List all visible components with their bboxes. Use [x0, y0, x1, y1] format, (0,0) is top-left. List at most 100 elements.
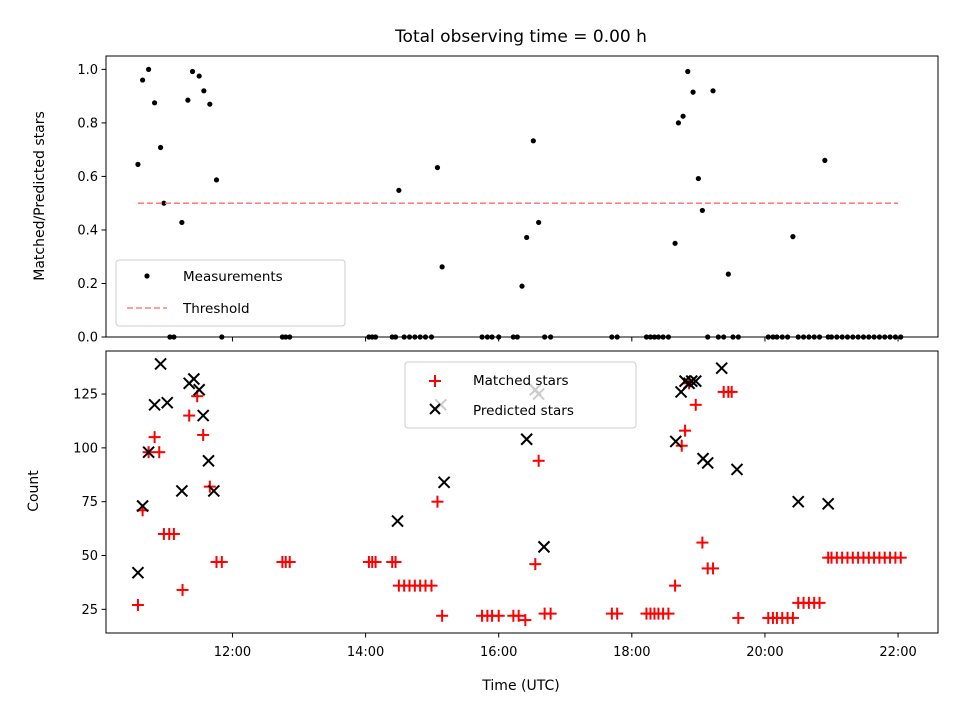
data-point	[725, 271, 731, 277]
data-point	[492, 609, 505, 622]
legend-box	[115, 259, 346, 327]
data-point	[189, 68, 196, 75]
data-point	[699, 207, 705, 214]
data-point	[710, 88, 716, 94]
data-point	[187, 372, 201, 386]
data-point	[185, 97, 191, 103]
data-point	[425, 579, 438, 592]
data-point	[196, 73, 202, 79]
data-point	[439, 264, 445, 270]
data-point	[161, 396, 174, 409]
y-axis-label-ratio: Matched/Predicted stars	[32, 111, 48, 281]
data-point	[730, 463, 744, 476]
data-point	[544, 607, 557, 620]
data-point	[136, 499, 149, 513]
data-point	[215, 555, 228, 568]
x-axis-label: Time (UTC)	[481, 678, 559, 694]
x-tick-label: 20:00	[746, 645, 783, 660]
data-point	[690, 89, 696, 95]
data-point	[148, 431, 161, 444]
data-point	[142, 445, 155, 459]
y-tick-label: 0.4	[77, 223, 98, 238]
data-point	[207, 101, 213, 107]
data-point	[201, 88, 207, 94]
data-point	[157, 144, 164, 151]
axes-frame	[105, 55, 939, 338]
data-point	[167, 527, 180, 540]
y-tick-label: 125	[73, 388, 98, 403]
data-point	[131, 599, 144, 612]
data-point	[154, 357, 167, 371]
data-point	[689, 374, 702, 388]
data-point	[213, 177, 220, 183]
data-point	[675, 439, 688, 452]
data-point	[529, 558, 542, 571]
legend-label-matched: Matched stars	[473, 373, 569, 389]
data-point	[437, 476, 451, 489]
data-point	[197, 428, 210, 441]
legend-label-threshold: Threshold	[182, 301, 250, 317]
data-point	[679, 424, 692, 437]
count-axes: 12:00 14:00 16:00 18:00 20:00 22:00 25 50 75 100 1…	[73, 350, 939, 660]
data-point	[520, 433, 533, 446]
y-tick-label: 0.0	[77, 331, 98, 346]
y-tick-label: 50	[81, 549, 98, 564]
data-point	[153, 446, 166, 459]
data-point	[786, 611, 799, 624]
data-point	[145, 66, 152, 72]
y-tick-label: 0.8	[77, 116, 98, 131]
legend-box	[404, 361, 637, 429]
data-point	[672, 240, 678, 246]
data-point	[161, 200, 167, 206]
data-point	[175, 484, 189, 498]
data-point	[524, 234, 530, 241]
axes-frame	[105, 350, 939, 634]
data-point	[715, 362, 728, 375]
data-point	[436, 609, 449, 622]
data-point	[813, 596, 826, 609]
data-point	[148, 398, 161, 412]
x-tick-label: 22:00	[879, 645, 916, 660]
series-1	[131, 357, 835, 579]
data-point	[131, 566, 145, 579]
data-point	[669, 435, 682, 448]
data-point	[701, 456, 714, 470]
y-axis-label-count: Count	[26, 470, 42, 512]
data-point	[662, 607, 675, 620]
data-point	[512, 609, 525, 622]
data-point	[196, 409, 210, 422]
legend-marker-matched	[429, 375, 441, 387]
data-point	[135, 161, 141, 167]
x-tick-label: 12:00	[214, 645, 251, 660]
data-point	[434, 164, 441, 171]
y-tick-label: 0.6	[77, 170, 98, 185]
data-point	[689, 398, 702, 411]
data-point	[519, 283, 525, 289]
count-plot-area	[131, 357, 907, 627]
x-tick-label: 16:00	[480, 645, 517, 660]
data-point	[707, 562, 720, 575]
y-tick-label: 25	[81, 603, 98, 618]
data-point	[732, 611, 745, 624]
data-point	[207, 484, 221, 498]
legend-marker-predicted	[429, 403, 441, 415]
y-tick-label: 1.0	[77, 63, 98, 78]
data-point	[695, 175, 701, 182]
data-point	[396, 187, 402, 193]
x-tick-label: 14:00	[347, 645, 384, 660]
data-point	[183, 409, 196, 422]
legend-label-measurements: Measurements	[183, 269, 283, 285]
x-tick-label: 18:00	[613, 645, 650, 660]
legend-label-predicted: Predicted stars	[473, 403, 574, 419]
data-point	[696, 536, 709, 549]
data-point	[202, 454, 215, 467]
data-point	[179, 219, 185, 226]
data-point	[151, 100, 158, 106]
ratio-panel: Total observing time = 0.00 h Matched/Pr…	[32, 27, 939, 346]
data-point	[725, 385, 738, 398]
data-point	[431, 495, 444, 508]
data-point	[894, 551, 907, 564]
data-point	[685, 374, 698, 388]
